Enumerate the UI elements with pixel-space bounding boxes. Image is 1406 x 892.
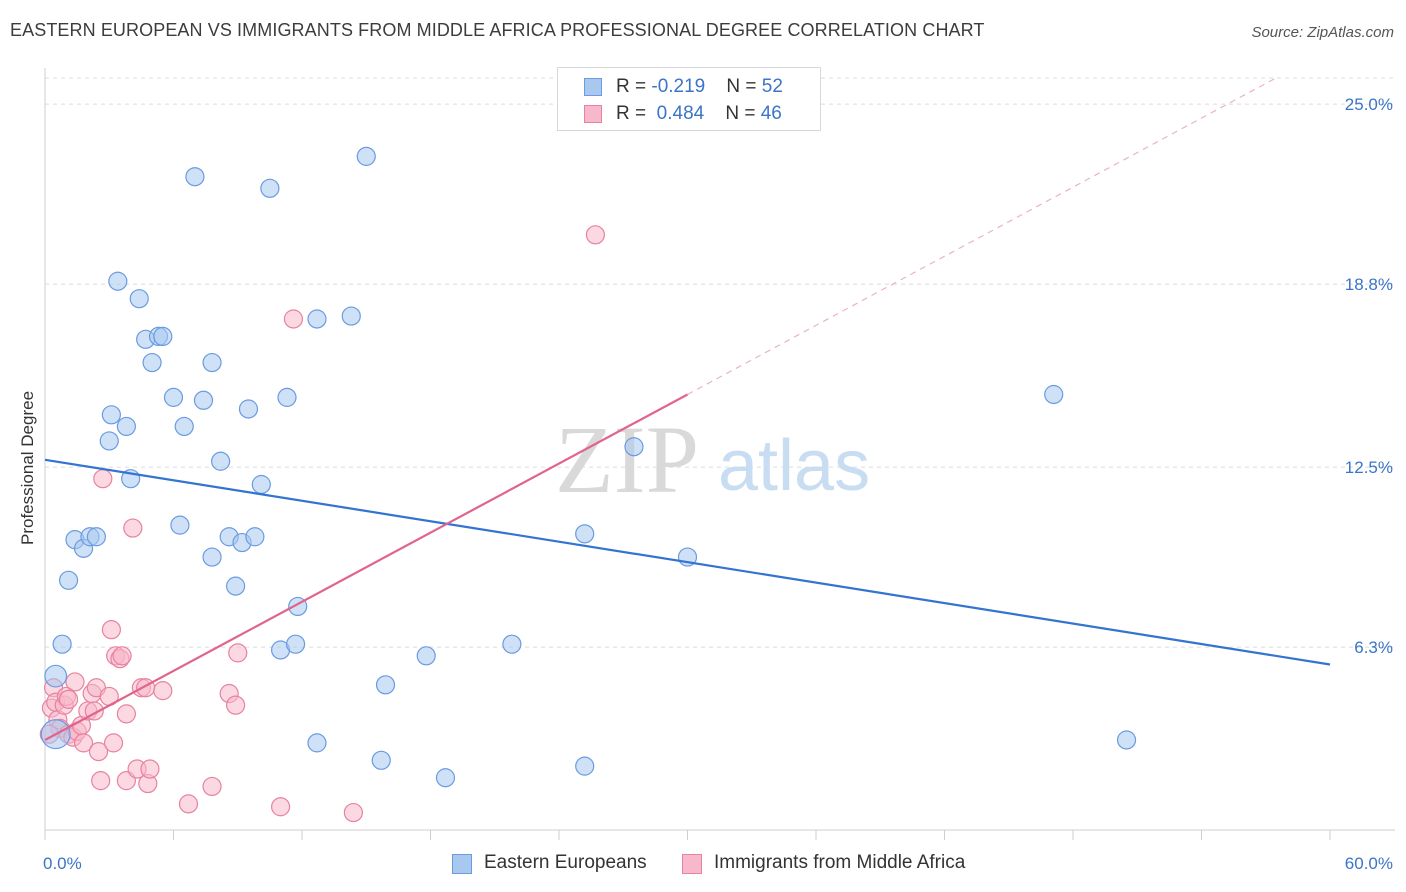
point-eastern-european bbox=[86, 527, 107, 547]
tick-labels: 6.3% 12.5% 18.8% 25.0% 0.0% 60.0% bbox=[43, 95, 1393, 873]
bottom-legend-swatch-blue bbox=[452, 854, 472, 874]
point-eastern-european bbox=[163, 387, 184, 407]
point-middle-africa bbox=[228, 643, 248, 663]
point-middle-africa bbox=[140, 759, 160, 779]
point-eastern-european bbox=[307, 309, 327, 329]
legend-n-label: N = bbox=[726, 76, 762, 97]
point-eastern-european bbox=[502, 634, 522, 654]
bottom-legend-swatch-pink bbox=[682, 854, 702, 874]
trend-line-middle-africa bbox=[44, 393, 689, 741]
point-eastern-european bbox=[356, 146, 376, 166]
point-middle-africa bbox=[93, 469, 113, 489]
point-eastern-european bbox=[174, 416, 194, 437]
y-axis-label: Professional Degree bbox=[18, 390, 37, 545]
legend-swatch-pink bbox=[584, 105, 602, 123]
x-tick-label: 60.0% bbox=[1345, 854, 1393, 873]
point-eastern-european bbox=[185, 167, 205, 187]
legend-r-value: 0.484 bbox=[656, 103, 705, 124]
point-eastern-european bbox=[260, 178, 280, 198]
source-label: Source: ZipAtlas.com bbox=[1251, 24, 1394, 41]
y-tick-label: 18.8% bbox=[1345, 275, 1393, 294]
point-eastern-european bbox=[108, 271, 128, 291]
point-eastern-european bbox=[371, 750, 391, 770]
point-eastern-european bbox=[52, 634, 72, 654]
trend-lines bbox=[44, 77, 1331, 741]
point-eastern-european bbox=[193, 390, 214, 410]
watermark: ZIP atlas bbox=[555, 406, 870, 513]
point-middle-africa bbox=[58, 689, 79, 709]
y-tick-label: 25.0% bbox=[1345, 95, 1393, 114]
point-middle-africa bbox=[73, 733, 94, 753]
point-middle-africa bbox=[112, 646, 132, 666]
point-eastern-european bbox=[211, 451, 231, 471]
point-middle-africa bbox=[343, 802, 363, 823]
point-eastern-european bbox=[416, 646, 436, 666]
point-eastern-european bbox=[1044, 384, 1064, 405]
point-eastern-european bbox=[575, 524, 595, 544]
point-middle-africa bbox=[91, 771, 111, 791]
point-eastern-european bbox=[277, 387, 297, 407]
legend-r-value: -0.219 bbox=[651, 76, 706, 97]
point-eastern-european bbox=[153, 326, 173, 347]
legend-r-label: R = bbox=[616, 76, 652, 97]
point-middle-africa bbox=[123, 518, 143, 538]
point-eastern-european bbox=[435, 768, 456, 788]
point-middle-africa bbox=[270, 797, 291, 817]
point-middle-africa bbox=[283, 309, 304, 329]
point-eastern-european bbox=[238, 399, 259, 419]
grid-lines bbox=[45, 77, 1395, 648]
trend-line-eastern-european bbox=[44, 458, 1331, 666]
point-middle-africa bbox=[585, 225, 606, 245]
point-eastern-european bbox=[202, 547, 222, 567]
legend-n-label: N = bbox=[725, 103, 761, 124]
point-eastern-european bbox=[285, 634, 306, 654]
chart-title: EASTERN EUROPEAN VS IMMIGRANTS FROM MIDD… bbox=[10, 20, 985, 40]
correlation-legend: R = -0.219 N = 52 R = 0.484 N = 46 bbox=[557, 67, 821, 131]
point-eastern-european bbox=[142, 352, 162, 373]
point-middle-africa bbox=[226, 695, 246, 715]
point-middle-africa bbox=[202, 776, 222, 797]
legend-r-label: R = bbox=[616, 103, 652, 124]
legend-swatch-blue bbox=[584, 78, 602, 96]
point-eastern-european bbox=[44, 664, 68, 688]
bottom-legend-label: Eastern Europeans bbox=[484, 852, 647, 873]
watermark-atlas: atlas bbox=[718, 426, 870, 506]
point-middle-africa bbox=[116, 704, 136, 724]
trend-extension-middle-africa bbox=[687, 77, 1277, 396]
point-eastern-european bbox=[1116, 730, 1137, 750]
series-middle-africa-points bbox=[39, 225, 606, 823]
point-eastern-european bbox=[170, 515, 190, 535]
point-eastern-european bbox=[375, 675, 396, 695]
bottom-legend-label: Immigrants from Middle Africa bbox=[714, 852, 966, 873]
legend-n-value: 52 bbox=[761, 76, 783, 97]
point-middle-africa bbox=[65, 672, 85, 692]
y-tick-label: 12.5% bbox=[1345, 458, 1393, 477]
x-tick-label: 0.0% bbox=[43, 854, 82, 873]
watermark-zip: ZIP bbox=[555, 406, 699, 513]
point-eastern-european bbox=[58, 570, 79, 590]
point-middle-africa bbox=[88, 742, 109, 762]
point-middle-africa bbox=[153, 681, 173, 701]
y-tick-label: 6.3% bbox=[1354, 638, 1393, 657]
point-eastern-european bbox=[575, 756, 595, 776]
legend-n-value: 46 bbox=[760, 103, 782, 124]
point-eastern-european bbox=[226, 576, 246, 596]
point-eastern-european bbox=[202, 352, 222, 373]
series-eastern-european-points bbox=[40, 146, 1137, 788]
point-middle-africa bbox=[178, 794, 199, 814]
point-eastern-european bbox=[307, 733, 327, 753]
point-eastern-european bbox=[99, 431, 119, 451]
point-middle-africa bbox=[103, 733, 124, 753]
point-eastern-european bbox=[341, 306, 361, 326]
point-eastern-european bbox=[245, 527, 265, 547]
point-middle-africa bbox=[101, 620, 121, 640]
point-eastern-european bbox=[129, 289, 149, 309]
point-eastern-european bbox=[116, 416, 136, 437]
point-eastern-european bbox=[624, 437, 644, 457]
point-eastern-european bbox=[101, 405, 121, 425]
point-eastern-european bbox=[251, 474, 271, 495]
